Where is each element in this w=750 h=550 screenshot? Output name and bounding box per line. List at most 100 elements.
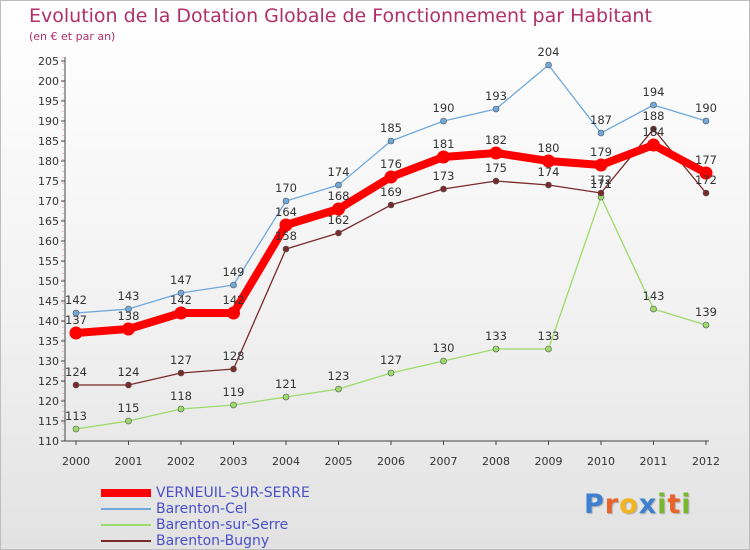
data-label: 128 — [223, 349, 245, 363]
data-label: 194 — [643, 85, 665, 99]
data-point — [125, 381, 132, 389]
y-tick-label: 205 — [38, 55, 59, 68]
data-label: 180 — [538, 141, 560, 155]
y-tick-label: 165 — [38, 215, 59, 228]
data-label: 118 — [170, 389, 192, 403]
data-label: 188 — [643, 109, 665, 123]
x-tick-label: 2007 — [430, 455, 458, 468]
logo-letter: o — [619, 489, 639, 520]
data-label: 190 — [695, 101, 717, 115]
data-label: 142 — [223, 293, 245, 307]
legend-swatch — [101, 489, 151, 497]
data-label: 121 — [275, 377, 297, 391]
data-point — [384, 170, 398, 184]
legend-swatch — [101, 508, 151, 510]
data-point — [230, 281, 237, 289]
data-point — [650, 101, 657, 109]
data-label: 142 — [170, 293, 192, 307]
x-tick-label: 2008 — [482, 455, 510, 468]
data-point — [72, 309, 80, 317]
data-label: 133 — [538, 329, 560, 343]
y-tick-label: 110 — [38, 435, 59, 448]
data-point — [177, 289, 185, 297]
y-tick-label: 125 — [38, 375, 59, 388]
logo-letter: i — [657, 489, 668, 520]
data-label: 127 — [380, 353, 402, 367]
logo-letter: t — [667, 489, 682, 520]
data-label: 139 — [695, 305, 717, 319]
data-point — [702, 117, 710, 125]
data-point — [174, 306, 188, 320]
data-label: 147 — [170, 273, 192, 287]
data-label: 171 — [590, 177, 612, 191]
data-label: 138 — [118, 309, 140, 323]
data-label: 185 — [380, 121, 402, 135]
data-point — [492, 177, 500, 185]
y-tick-label: 175 — [38, 175, 59, 188]
legend-swatch — [101, 524, 151, 526]
data-point — [72, 381, 80, 389]
data-label: 182 — [485, 133, 507, 147]
data-point — [335, 385, 342, 393]
data-point — [647, 138, 660, 152]
y-tick-label: 160 — [38, 235, 59, 248]
data-point — [227, 306, 240, 320]
y-tick-label: 140 — [38, 315, 59, 328]
data-point — [387, 201, 395, 209]
data-label: 137 — [65, 313, 87, 327]
x-tick-label: 2004 — [272, 455, 300, 468]
y-tick-label: 190 — [38, 115, 59, 128]
data-point — [332, 202, 345, 216]
data-point — [650, 305, 657, 313]
chart-subtitle: (en € et par an) — [29, 30, 116, 43]
data-label: 115 — [118, 401, 140, 415]
y-tick-label: 145 — [38, 295, 59, 308]
y-tick-label: 120 — [38, 395, 59, 408]
data-point — [69, 326, 83, 340]
data-point — [335, 229, 342, 237]
data-label: 124 — [65, 365, 87, 379]
data-label: 143 — [643, 289, 665, 303]
y-tick-label: 115 — [38, 415, 59, 428]
data-label: 173 — [433, 169, 455, 183]
data-point — [122, 322, 135, 336]
data-label: 158 — [275, 229, 297, 243]
data-point — [699, 166, 713, 180]
data-point — [650, 125, 657, 133]
y-tick-label: 130 — [38, 355, 59, 368]
data-label: 204 — [538, 45, 560, 59]
data-label: 164 — [275, 205, 297, 219]
data-label: 174 — [328, 165, 350, 179]
x-tick-label: 2012 — [692, 455, 720, 468]
data-point — [72, 425, 80, 433]
data-point — [489, 146, 503, 160]
data-label: 181 — [433, 137, 455, 151]
logo-letter: x — [638, 489, 658, 520]
legend-label: VERNEUIL-SUR-SERRE — [156, 485, 310, 501]
data-point — [545, 61, 552, 69]
data-label: 119 — [223, 385, 245, 399]
data-point — [282, 393, 290, 401]
data-point — [177, 405, 185, 413]
data-point — [282, 245, 290, 253]
data-label: 193 — [485, 89, 507, 103]
data-point — [125, 417, 132, 425]
data-point — [230, 401, 237, 409]
chart-title: Evolution de la Dotation Globale de Fonc… — [29, 5, 652, 27]
data-label: 169 — [380, 185, 402, 199]
data-label: 174 — [538, 165, 560, 179]
data-point — [387, 137, 395, 145]
data-point — [282, 197, 290, 205]
logo-letter: r — [604, 489, 620, 520]
data-point — [440, 117, 447, 125]
data-point — [177, 369, 185, 377]
data-label: 184 — [643, 125, 665, 139]
x-tick-label: 2000 — [62, 455, 90, 468]
data-label: 168 — [328, 189, 350, 203]
y-tick-label: 185 — [38, 135, 59, 148]
y-tick-label: 135 — [38, 335, 59, 348]
y-tick-label: 170 — [38, 195, 59, 208]
x-tick-label: 2006 — [377, 455, 405, 468]
